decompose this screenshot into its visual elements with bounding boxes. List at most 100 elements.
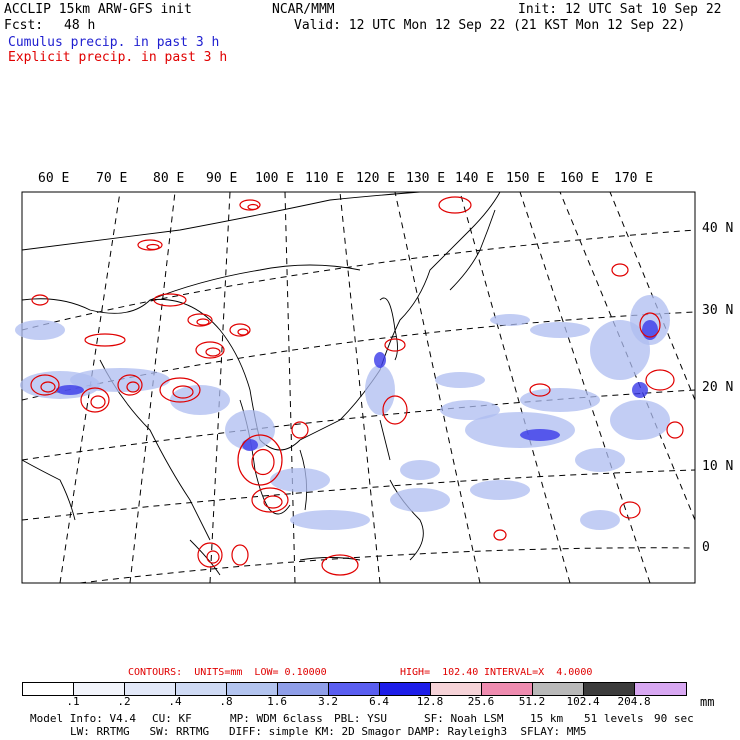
- lon-label: 160 E: [560, 171, 600, 186]
- lon-label: 80 E: [153, 171, 185, 186]
- explicit-precip-contour: [619, 501, 641, 519]
- cumulus-precip-area: [435, 372, 485, 388]
- colorbar-tick-label: .2: [117, 695, 131, 708]
- colorbar-tick-label: 12.8: [416, 695, 444, 708]
- explicit-precip-contour: [159, 377, 201, 403]
- colorbar-swatch: [23, 683, 74, 695]
- graticule: [21, 191, 696, 584]
- colorbar-tick-label: 6.4: [369, 695, 389, 708]
- colorbar-swatch: [635, 683, 686, 695]
- colorbar-tick-label: 3.2: [318, 695, 338, 708]
- lon-label: 110 E: [305, 171, 345, 186]
- time-step: 90 sec: [654, 712, 694, 725]
- lat-label: 20 N: [702, 380, 734, 395]
- colorbar-swatch: [584, 683, 635, 695]
- explicit-precip-contour: [117, 374, 143, 396]
- explicit-precip-contour: [666, 421, 684, 439]
- lon-label: 90 E: [206, 171, 238, 186]
- lon-label: 140 E: [455, 171, 495, 186]
- init-time: Init: 12 UTC Sat 10 Sep 22: [518, 2, 722, 17]
- cumulus-precip-core: [520, 429, 560, 441]
- cumulus-precip-area: [15, 320, 65, 340]
- lat-label: 0: [702, 540, 710, 555]
- explicit-precip-contour: [80, 387, 110, 413]
- cumulus-precip-area: [580, 510, 620, 530]
- physics-info: LW: RRTMG SW: RRTMG DIFF: simple KM: 2D …: [70, 725, 587, 738]
- cumulus-precip-core: [642, 320, 658, 340]
- contours-high: HIGH= 102.40: [400, 667, 479, 678]
- explicit-precip-contour: [251, 448, 275, 476]
- explicit-precip-contour: [146, 243, 160, 251]
- explicit-precip-contour: [291, 421, 309, 439]
- explicit-precip-contour: [251, 487, 289, 513]
- explicit-precip-contour: [137, 239, 163, 251]
- cumulus-precip-area: [610, 400, 670, 440]
- colorbar-tick-label: .4: [168, 695, 182, 708]
- explicit-precip-contour: [205, 347, 221, 357]
- model-info: Model Info: V4.4: [30, 712, 136, 725]
- cumulus-precip-core: [374, 352, 386, 368]
- explicit-precip-contour: [611, 263, 629, 277]
- cumulus-precip-area: [400, 460, 440, 480]
- colorbar-tick-label: 102.4: [566, 695, 600, 708]
- contours-info: CONTOURS: UNITS=mm LOW= 0.10000: [128, 667, 327, 678]
- lon-label: 120 E: [356, 171, 396, 186]
- explicit-precip-contour: [90, 395, 106, 409]
- colorbar-swatch: [482, 683, 533, 695]
- cumulus-precip-label: Cumulus precip. in past 3 h: [8, 35, 220, 50]
- cumulus-precip-core: [632, 382, 648, 398]
- lon-label: 150 E: [506, 171, 546, 186]
- explicit-precip-contour: [382, 395, 408, 425]
- explicit-precip-contour: [384, 338, 406, 352]
- explicit-precip-contour: [237, 434, 283, 486]
- cumulus-precip-area: [470, 480, 530, 500]
- cu-scheme: CU: KF: [152, 712, 192, 725]
- plot-title: ACCLIP 15km ARW-GFS init: [4, 2, 192, 17]
- center-label: NCAR/MMM: [272, 2, 335, 17]
- cumulus-precip-area: [390, 488, 450, 512]
- colorbar: [22, 682, 687, 696]
- colorbar-swatch: [533, 683, 584, 695]
- cumulus-precip-areas: [15, 295, 670, 530]
- explicit-precip-contour: [529, 383, 551, 397]
- explicit-precip-contour: [231, 544, 249, 566]
- pbl-scheme: PBL: YSU: [334, 712, 387, 725]
- lon-label: 70 E: [96, 171, 128, 186]
- explicit-precip-contour: [206, 550, 220, 564]
- colorbar-tick-label: 25.6: [467, 695, 495, 708]
- forecast-label: Fcst:: [4, 18, 44, 33]
- colorbar-swatch: [431, 683, 482, 695]
- explicit-precip-contour: [153, 293, 187, 307]
- colorbar-swatch: [278, 683, 329, 695]
- cumulus-precip-core: [56, 385, 84, 395]
- cumulus-precip-area: [440, 400, 500, 420]
- cumulus-precip-core: [242, 439, 258, 451]
- colorbar-tick-label: .1: [66, 695, 80, 708]
- lon-label: 170 E: [614, 171, 654, 186]
- lat-label: 40 N: [702, 221, 734, 236]
- explicit-precip-contour: [493, 529, 507, 541]
- valid-time: Valid: 12 UTC Mon 12 Sep 22 (21 KST Mon …: [294, 18, 686, 33]
- contours-interval: INTERVAL=X 4.0000: [484, 667, 593, 678]
- cumulus-precip-area: [520, 388, 600, 412]
- colorbar-units: mm: [700, 695, 715, 709]
- colorbar-tick-label: 51.2: [518, 695, 546, 708]
- lat-label: 30 N: [702, 303, 734, 318]
- explicit-precip-contours: [30, 196, 684, 576]
- explicit-precip-contour: [172, 385, 194, 399]
- grid-spacing: 15 km: [530, 712, 564, 725]
- cumulus-precip-area: [290, 510, 370, 530]
- explicit-precip-contour: [31, 294, 49, 306]
- explicit-precip-contour: [187, 313, 213, 327]
- cumulus-precip-area: [225, 410, 275, 450]
- colorbar-swatch: [125, 683, 176, 695]
- colorbar-tick-label: .8: [219, 695, 233, 708]
- colorbar-tick-label: 204.8: [617, 695, 651, 708]
- explicit-precip-contour: [239, 199, 261, 211]
- explicit-precip-contour: [195, 341, 225, 359]
- cumulus-precip-area: [170, 385, 230, 415]
- explicit-precip-contour: [263, 495, 283, 509]
- colorbar-swatch: [227, 683, 278, 695]
- colorbar-tick-label: 1.6: [267, 695, 287, 708]
